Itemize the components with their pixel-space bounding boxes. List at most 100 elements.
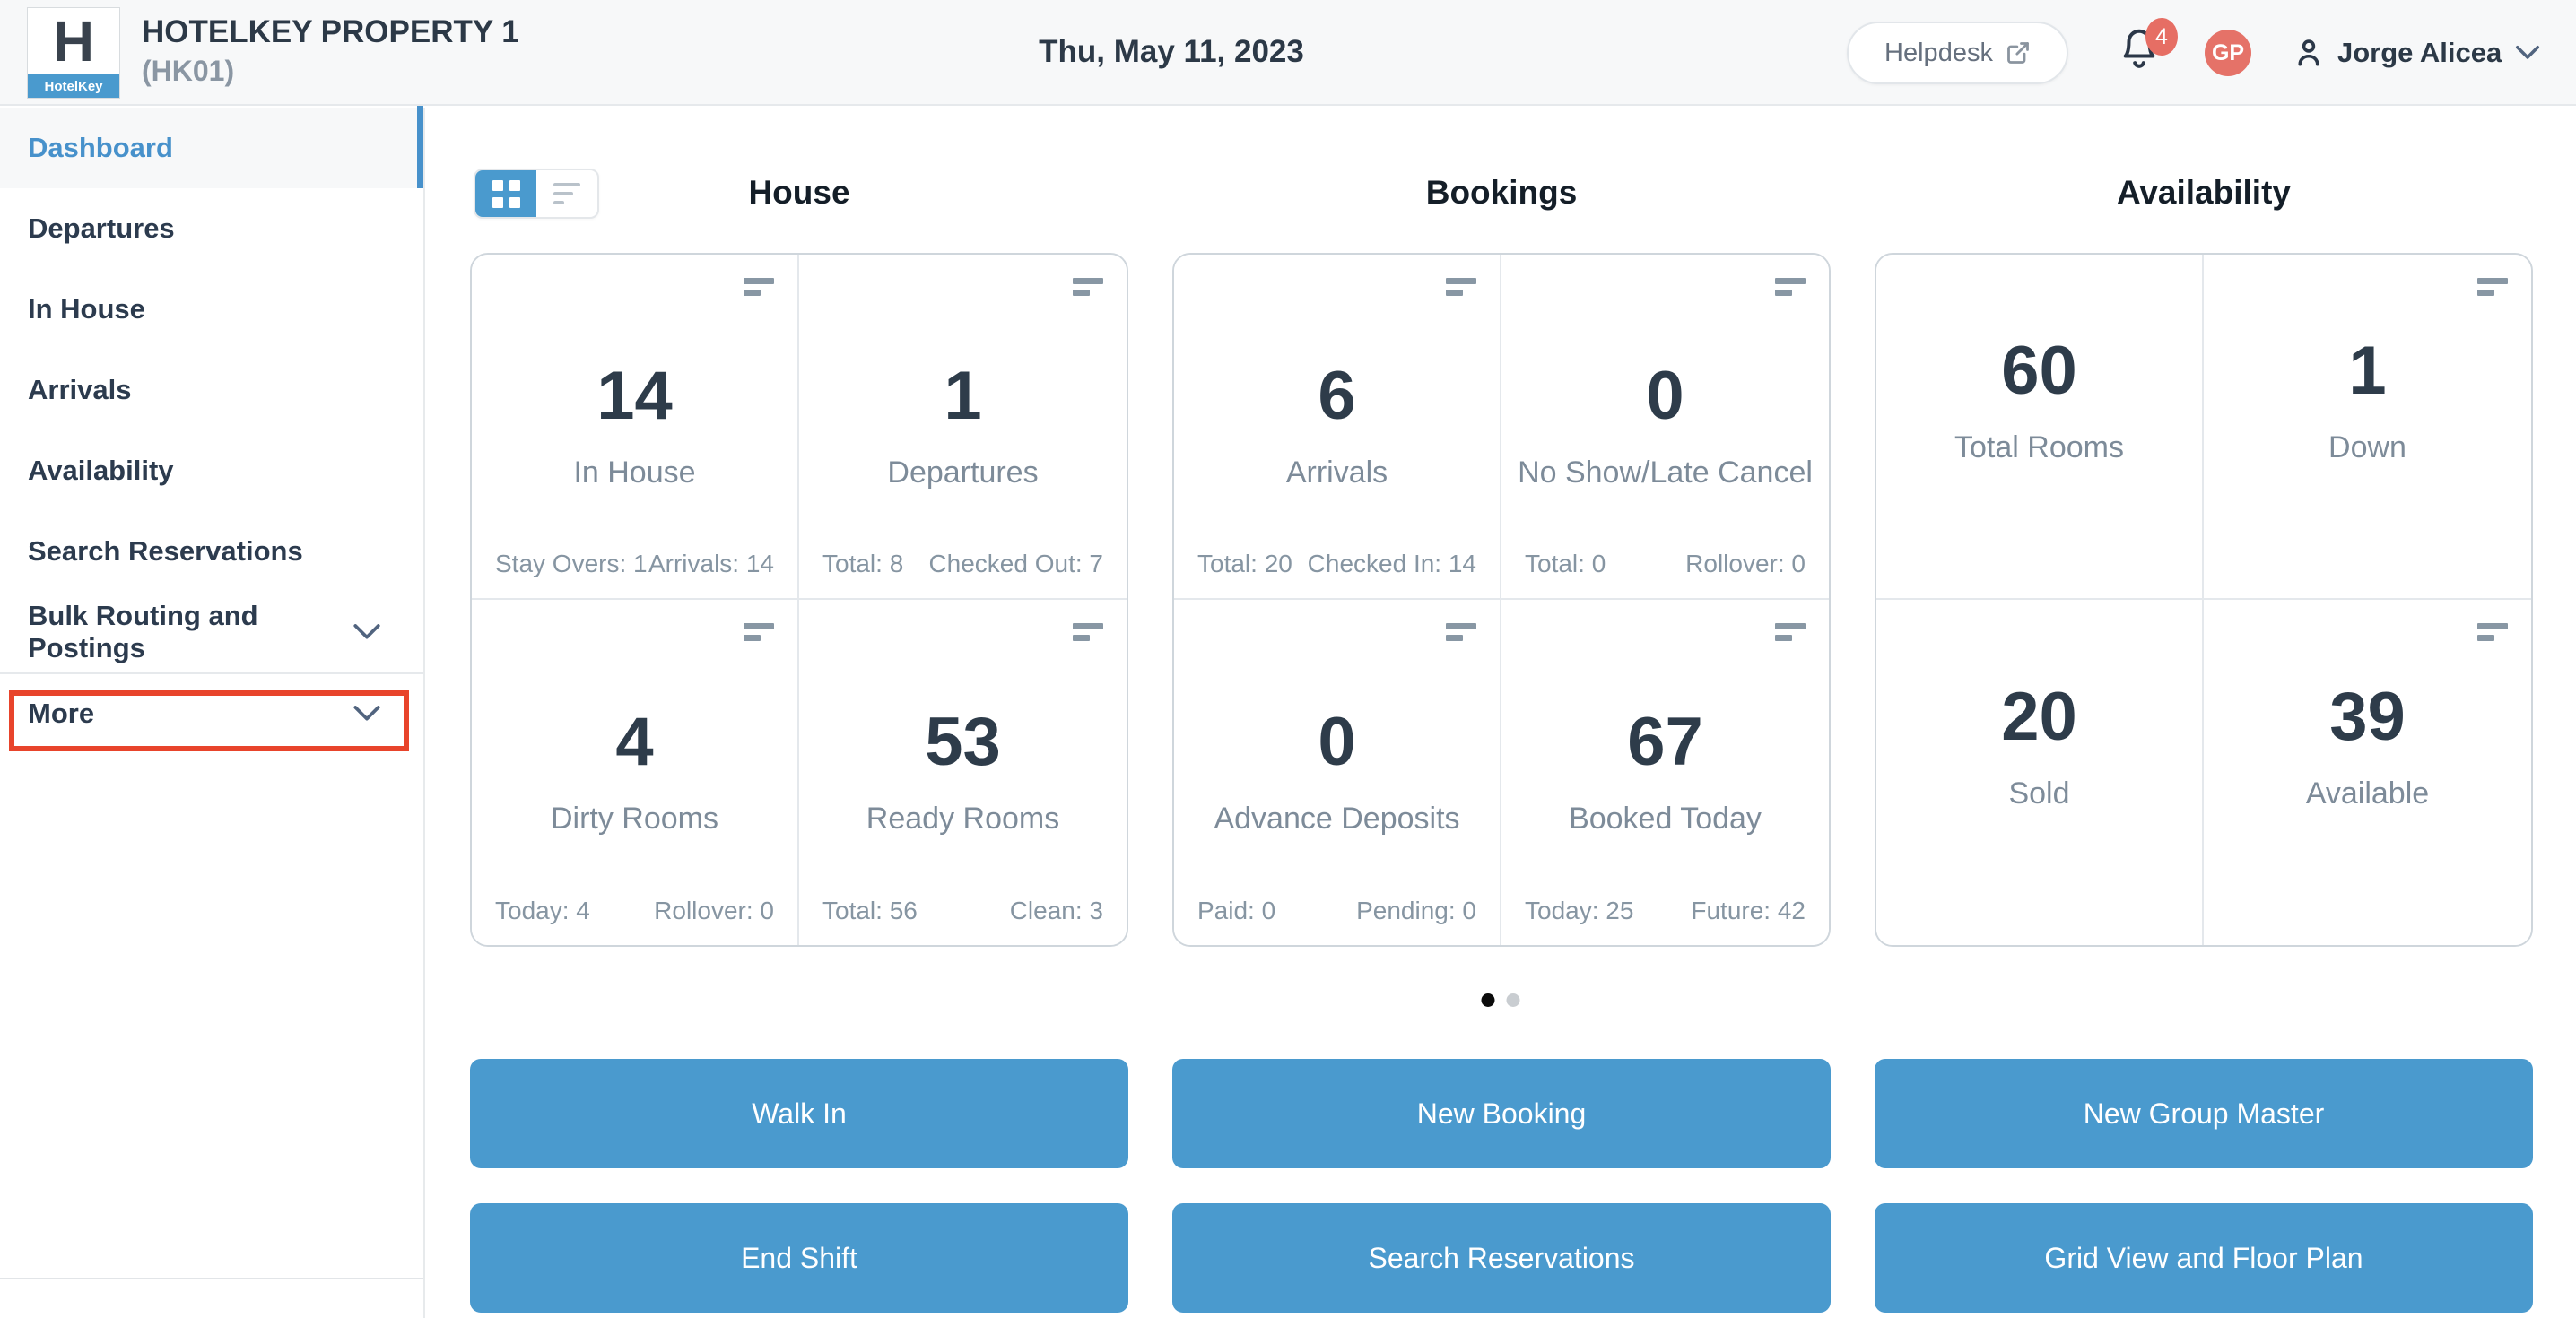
bookings-card-group: 6 Arrivals Total: 20 Checked In: 14 0 No … (1172, 253, 1831, 947)
stat-detail-right: Rollover: 0 (1685, 550, 1806, 577)
helpdesk-button[interactable]: Helpdesk (1847, 22, 2068, 84)
stat-label: Dirty Rooms (550, 802, 719, 836)
stat-card-dirty-rooms[interactable]: 4 Dirty Rooms Today: 4 Rollover: 0 (472, 600, 799, 945)
sidebar-item-availability[interactable]: Availability (0, 430, 423, 511)
stat-detail-left: Total: 56 (822, 897, 918, 924)
grid-icon (492, 179, 520, 208)
stat-card-ready-rooms[interactable]: 53 Ready Rooms Total: 56 Clean: 3 (799, 600, 1127, 945)
current-date: Thu, May 11, 2023 (1039, 34, 1304, 69)
stat-label: Available (2305, 776, 2430, 811)
stat-label: No Show/Late Cancel (1518, 455, 1813, 490)
card-menu-icon[interactable] (1775, 278, 1806, 296)
card-menu-icon[interactable] (1073, 278, 1103, 296)
grid-view-and-floor-plan-button[interactable]: Grid View and Floor Plan (1875, 1203, 2533, 1313)
hotelkey-logo: H HotelKey (27, 7, 120, 99)
sidebar-item-departures[interactable]: Departures (0, 188, 423, 269)
card-menu-icon[interactable] (744, 623, 774, 641)
stat-detail-right: Arrivals: 14 (648, 550, 774, 577)
stat-label: Ready Rooms (866, 802, 1060, 836)
card-menu-icon[interactable] (744, 278, 774, 296)
stat-card-departures[interactable]: 1 Departures Total: 8 Checked Out: 7 (799, 255, 1127, 600)
stat-label: In House (573, 455, 696, 490)
stat-label: Departures (887, 455, 1039, 490)
stat-detail-right: Rollover: 0 (654, 897, 774, 924)
list-view-button[interactable] (536, 170, 597, 217)
stat-detail-left: Today: 4 (495, 897, 590, 924)
end-shift-button[interactable]: End Shift (470, 1203, 1128, 1313)
view-toggle (474, 169, 599, 219)
user-menu[interactable]: Jorge Alicea (2293, 27, 2541, 79)
stat-card-available[interactable]: 39 Available (2204, 600, 2531, 945)
grid-view-button[interactable] (475, 170, 536, 217)
sidebar-item-search-reservations[interactable]: Search Reservations (0, 511, 423, 592)
sidebar-item-label: In House (28, 293, 145, 325)
stat-value: 60 (2001, 333, 2077, 409)
stat-value: 1 (944, 358, 982, 434)
card-menu-icon[interactable] (2477, 623, 2508, 641)
stat-detail-left: Total: 0 (1525, 550, 1606, 577)
stat-detail-left: Total: 8 (822, 550, 904, 577)
stat-value: 6 (1318, 358, 1356, 434)
stat-detail-right: Pending: 0 (1356, 897, 1476, 924)
walk-in-button[interactable]: Walk In (470, 1059, 1128, 1168)
new-group-master-button[interactable]: New Group Master (1875, 1059, 2533, 1168)
page-dot-inactive[interactable] (1506, 993, 1520, 1007)
top-header: H HotelKey HOTELKEY PROPERTY 1 (HK01) Th… (0, 0, 2576, 106)
stat-card-advance-deposits[interactable]: 0 Advance Deposits Paid: 0 Pending: 0 (1174, 600, 1501, 945)
stat-card-down[interactable]: 1 Down (2204, 255, 2531, 600)
card-menu-icon[interactable] (2477, 278, 2508, 296)
sidebar-item-bulk-routing-and-postings[interactable]: Bulk Routing and Postings (0, 592, 423, 672)
card-menu-icon[interactable] (1446, 278, 1476, 296)
stat-value: 0 (1646, 358, 1684, 434)
new-booking-button[interactable]: New Booking (1172, 1059, 1831, 1168)
stat-value: 4 (615, 704, 654, 780)
search-reservations-button[interactable]: Search Reservations (1172, 1203, 1831, 1313)
stat-card-total-rooms[interactable]: 60 Total Rooms (1876, 255, 2204, 600)
property-title: HOTELKEY PROPERTY 1 (HK01) (142, 13, 519, 90)
sidebar-item-dashboard[interactable]: Dashboard (0, 106, 423, 188)
sidebar: Dashboard Departures In House Arrivals A… (0, 106, 425, 1318)
stat-label: Booked Today (1569, 802, 1762, 836)
stat-detail-right: Checked In: 14 (1307, 550, 1476, 577)
chevron-down-icon (352, 704, 382, 724)
stat-card-booked-today[interactable]: 67 Booked Today Today: 25 Future: 42 (1501, 600, 1829, 945)
card-menu-icon[interactable] (1446, 623, 1476, 641)
sidebar-item-label: Search Reservations (28, 535, 303, 567)
card-menu-icon[interactable] (1775, 623, 1806, 641)
stat-label: Advance Deposits (1214, 802, 1460, 836)
stat-detail-right: Future: 42 (1691, 897, 1806, 924)
sidebar-item-label: Availability (28, 455, 174, 486)
stat-value: 53 (925, 704, 1001, 780)
stat-value: 20 (2001, 679, 2077, 755)
logo-brand: HotelKey (28, 74, 119, 98)
stat-value: 0 (1318, 704, 1356, 780)
chevron-down-icon (2514, 44, 2541, 62)
carousel-pagination (1481, 993, 1520, 1007)
stat-value: 14 (596, 358, 673, 434)
notifications-button[interactable]: 4 (2119, 18, 2181, 86)
sidebar-item-in-house[interactable]: In House (0, 269, 423, 350)
stat-value: 39 (2329, 679, 2406, 755)
stat-card-in-house[interactable]: 14 In House Stay Overs: 1 Arrivals: 14 (472, 255, 799, 600)
helpdesk-label: Helpdesk (1884, 38, 1993, 67)
stat-value: 67 (1627, 704, 1703, 780)
card-menu-icon[interactable] (1073, 623, 1103, 641)
availability-card-group: 60 Total Rooms 1 Down 20 Sold 39 Availab… (1875, 253, 2533, 947)
stat-label: Down (2328, 430, 2406, 464)
property-name: HOTELKEY PROPERTY 1 (142, 14, 519, 49)
notification-badge: 4 (2145, 18, 2178, 56)
stat-detail-right: Checked Out: 7 (928, 550, 1103, 577)
sidebar-item-label: Departures (28, 212, 175, 244)
section-title-bookings: Bookings (1425, 174, 1578, 211)
sidebar-item-arrivals[interactable]: Arrivals (0, 350, 423, 430)
stat-card-sold[interactable]: 20 Sold (1876, 600, 2204, 945)
sidebar-item-more[interactable]: More (0, 672, 423, 753)
logo-letter: H (52, 9, 95, 74)
chevron-down-icon (352, 622, 382, 642)
stat-card-arrivals[interactable]: 6 Arrivals Total: 20 Checked In: 14 (1174, 255, 1501, 600)
avatar[interactable]: GP (2205, 30, 2251, 76)
page-dot-active[interactable] (1481, 993, 1495, 1007)
stat-label: Arrivals (1285, 455, 1388, 490)
sidebar-item-label: Bulk Routing and Postings (28, 600, 258, 663)
stat-card-no-show-late-cancel[interactable]: 0 No Show/Late Cancel Total: 0 Rollover: … (1501, 255, 1829, 600)
